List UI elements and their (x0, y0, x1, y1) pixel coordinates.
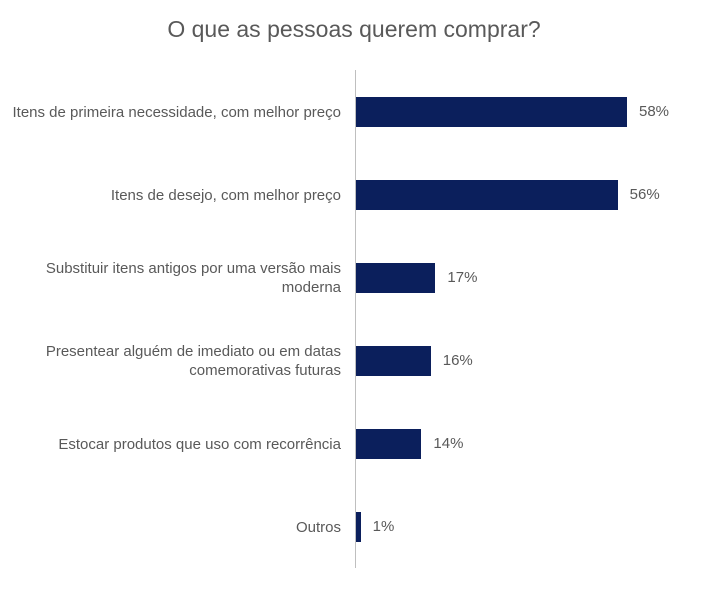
category-label: Outros (295, 518, 341, 536)
value-label: 56% (629, 186, 660, 203)
bar (356, 180, 618, 210)
category-label: Substituir itens antigos por uma versão … (45, 260, 341, 296)
bar (356, 429, 422, 459)
category-label: Presentear alguém de imediato ou em data… (45, 343, 341, 379)
chart-title: O que as pessoas querem comprar? (167, 16, 541, 42)
bar (356, 97, 627, 127)
value-label: 14% (433, 435, 464, 452)
bar (356, 512, 361, 542)
value-label: 1% (372, 518, 395, 535)
value-label: 58% (639, 103, 670, 120)
bar (356, 346, 431, 376)
axis-line (355, 70, 356, 568)
value-label: 17% (447, 269, 478, 286)
category-label: Itens de desejo, com melhor preço (110, 186, 341, 204)
value-label: 16% (442, 352, 473, 369)
bar (356, 263, 436, 293)
category-label: Estocar produtos que uso com recorrência (58, 435, 341, 453)
category-label: Itens de primeira necessidade, com melho… (12, 103, 342, 121)
